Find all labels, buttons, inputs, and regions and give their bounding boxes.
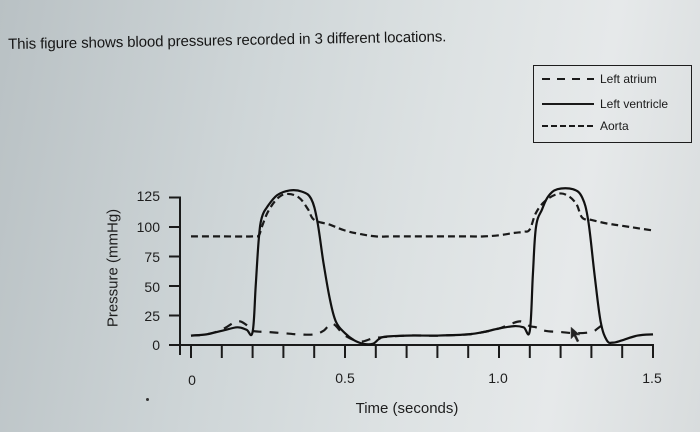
y-tick-label: 100 [136, 219, 160, 235]
x-tick-label: 1.0 [488, 370, 508, 386]
legend-item-left-atrium: Left atrium [534, 70, 691, 90]
aorta-line [190, 192, 654, 238]
legend-item-left-ventricle: Left ventricle [534, 95, 691, 115]
legend-label: Left atrium [600, 72, 657, 86]
chart-legend: Left atrium Left ventricle Aorta [533, 65, 692, 143]
left-atrium-line [190, 320, 608, 343]
y-axis-label: Pressure (mmHg) [104, 208, 122, 328]
x-axis-ticks [190, 345, 654, 358]
y-tick-label: 0 [152, 337, 160, 353]
mouse-cursor-icon [570, 326, 581, 343]
y-tick-label: 125 [136, 188, 160, 204]
y-tick-label: 50 [144, 279, 160, 295]
legend-label: Aorta [600, 119, 629, 133]
y-tick-label: 75 [144, 249, 160, 265]
x-tick-label: 1.5 [642, 370, 662, 386]
y-tick-label: 25 [144, 308, 160, 324]
x-tick-label: 0 [188, 372, 196, 388]
y-axis-ticks [169, 196, 181, 346]
x-tick-label: 0.5 [335, 370, 355, 386]
speck [146, 398, 149, 401]
solid-line-icon [542, 103, 594, 105]
x-axis-label: Time (seconds) [355, 400, 459, 417]
legend-label: Left ventricle [600, 97, 669, 111]
left-ventricle-line [190, 187, 654, 346]
legend-item-aorta: Aorta [534, 117, 691, 137]
